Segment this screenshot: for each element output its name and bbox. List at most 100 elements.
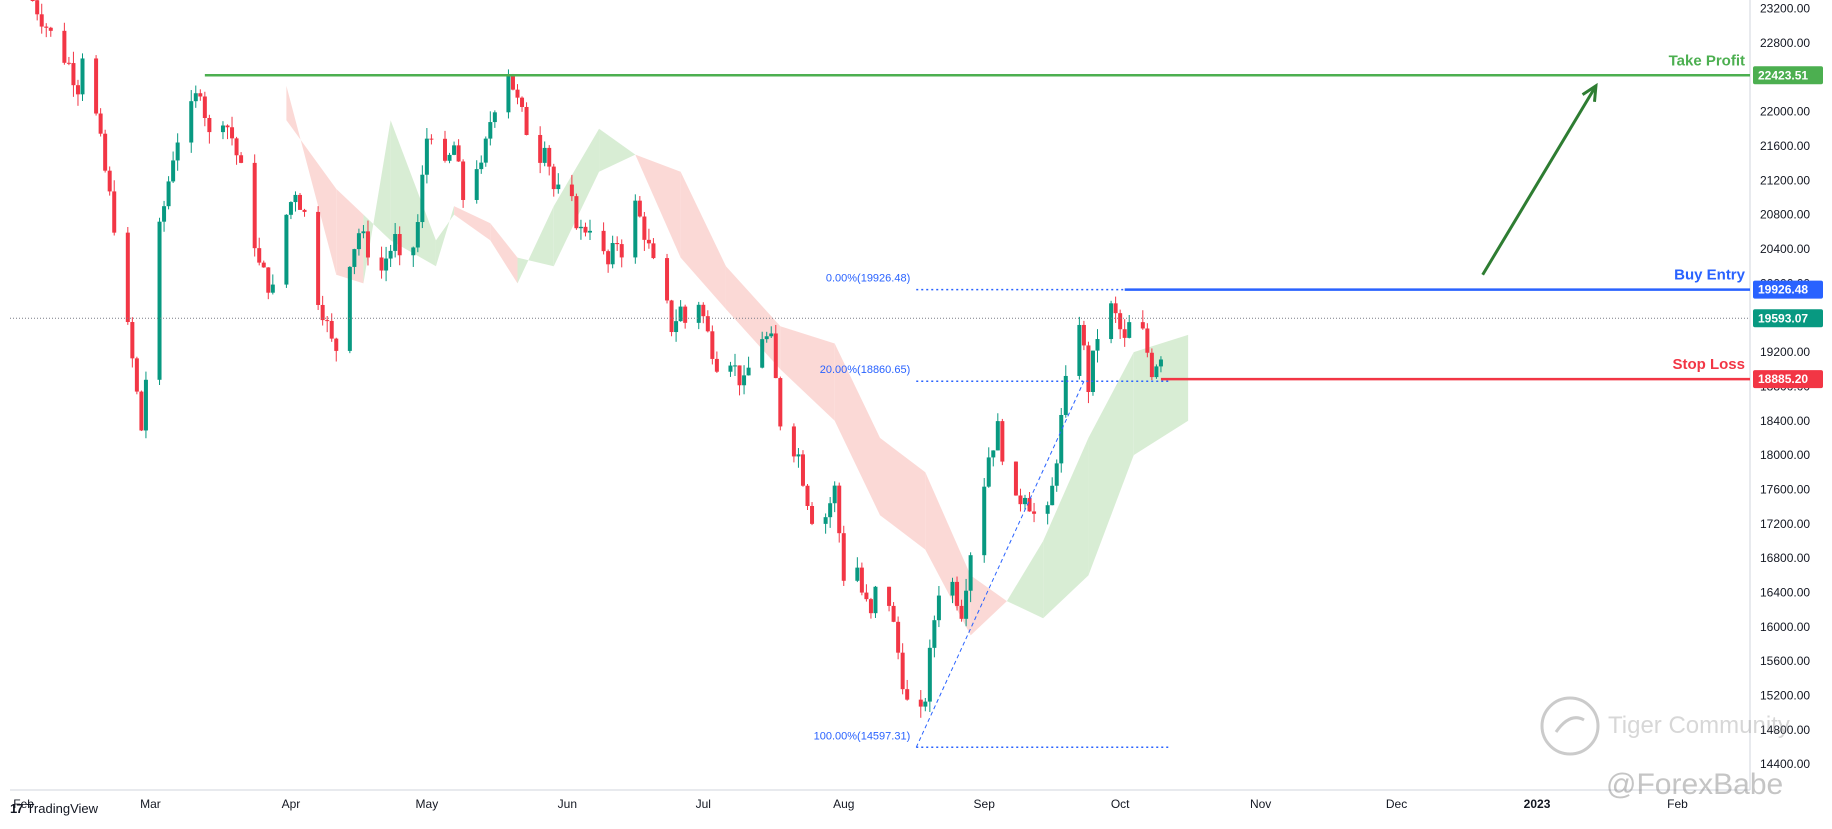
candle-body — [48, 27, 53, 31]
candle-body — [379, 257, 384, 271]
candle-body — [995, 421, 1000, 451]
time-tick-label: Dec — [1386, 797, 1407, 811]
candle-body — [642, 216, 647, 240]
candle-body — [334, 338, 339, 351]
cloud-segment — [336, 188, 364, 284]
candle-body — [896, 621, 901, 653]
candle-body — [705, 316, 710, 332]
price-tick-label: 17600.00 — [1760, 482, 1810, 496]
fib-level-label: 100.00%(14597.31) — [814, 730, 911, 742]
candle-body — [551, 166, 556, 190]
time-tick-label: Jun — [558, 797, 577, 811]
candle-body — [384, 258, 389, 271]
candle-body — [257, 248, 262, 263]
price-tick-label: 21600.00 — [1760, 139, 1810, 153]
candle-body — [696, 304, 701, 323]
time-tick-label: Oct — [1111, 797, 1130, 811]
candle-body — [456, 145, 461, 162]
candle-body — [606, 251, 611, 265]
tradingview-mark-icon: 17 — [10, 801, 24, 816]
candle-body — [429, 138, 434, 140]
price-tick-label: 17200.00 — [1760, 517, 1810, 531]
price-tag-text-buy-entry: 19926.48 — [1758, 283, 1808, 297]
cloud-segment — [635, 154, 681, 258]
candle-body — [325, 320, 330, 322]
take-profit-arrow-icon — [1481, 85, 1598, 276]
candle-body — [773, 333, 778, 379]
candle-body — [316, 211, 321, 305]
candle-body — [520, 97, 525, 107]
price-tag-current-price — [1753, 309, 1823, 328]
candle-body — [66, 62, 71, 64]
time-tick-label: Nov — [1250, 797, 1271, 811]
price-axis[interactable]: 14400.00 14800.00 15200.00 15600.00 16000.00… — [1753, 2, 1823, 772]
candle-body — [936, 595, 941, 621]
level-label-take-profit: Take Profit — [1669, 52, 1745, 69]
candle-body — [284, 214, 289, 285]
time-tick-label: 2023 — [1524, 797, 1551, 811]
candle-body — [1081, 324, 1086, 346]
candle-body — [225, 125, 230, 128]
candle-body — [1000, 421, 1005, 462]
price-tick-label: 20800.00 — [1760, 208, 1810, 222]
community-watermark-text: Tiger Community — [1608, 712, 1790, 739]
price-tick-label: 14400.00 — [1760, 757, 1810, 771]
candle-body — [162, 206, 167, 222]
price-tick-label: 16400.00 — [1760, 586, 1810, 600]
candle-body — [950, 581, 955, 596]
candle-body — [139, 391, 144, 431]
candle-body — [506, 74, 511, 113]
candle-body — [923, 701, 928, 707]
candle-body — [1023, 497, 1027, 505]
candle-body — [361, 231, 366, 234]
cloud-segment — [925, 472, 971, 636]
candle-body — [791, 426, 796, 457]
candle-body — [198, 93, 203, 97]
time-tick-label: Apr — [282, 797, 301, 811]
candle-body — [112, 191, 117, 233]
candle-body — [547, 147, 552, 167]
candle-body — [80, 58, 85, 95]
candle-body — [665, 258, 670, 301]
candle-body — [1145, 328, 1150, 353]
candle-body — [202, 96, 207, 118]
time-axis[interactable]: Feb Mar Apr May Jun Jul Aug Sep Oct Nov Dec 2023 Feb — [13, 797, 1688, 811]
candle-body — [637, 200, 642, 217]
candle-body — [261, 262, 266, 268]
candle-body — [823, 517, 828, 524]
candle-body — [1149, 352, 1154, 378]
candle-body — [288, 202, 293, 215]
candle-body — [1109, 303, 1114, 340]
candle-body — [841, 533, 846, 581]
candle-body — [991, 450, 996, 458]
candle-body — [483, 138, 488, 163]
price-tick-label: 16000.00 — [1760, 620, 1810, 634]
candle-body — [574, 196, 579, 229]
cloud-segment — [1006, 540, 1044, 619]
candle-body — [98, 113, 103, 134]
price-tick-label: 18400.00 — [1760, 414, 1810, 428]
candle-body — [1013, 461, 1018, 496]
candle-body — [837, 485, 842, 534]
candle-body — [397, 234, 402, 256]
price-tag-take-profit — [1753, 66, 1823, 85]
cloud-segment — [286, 85, 337, 275]
candle-body — [728, 365, 733, 372]
candle-body — [443, 138, 447, 161]
drawing-overlays: 0.00%(19926.48) 20.00%(18860.65) 100.00%(1… — [10, 52, 1750, 749]
candle-body — [193, 93, 198, 102]
candle-body — [347, 266, 352, 351]
candle-body — [479, 162, 484, 170]
candle-body — [733, 365, 737, 367]
candle-body — [94, 58, 99, 114]
candle-body — [1018, 495, 1023, 505]
cloud-segment — [970, 575, 1007, 636]
tradingview-logo[interactable]: 17 TradingView — [10, 801, 98, 816]
candle-body — [1032, 511, 1037, 514]
candle-body — [900, 652, 905, 690]
candle-body — [234, 138, 239, 156]
price-tick-label: 14800.00 — [1760, 723, 1810, 737]
candle-body — [320, 304, 325, 321]
price-tick-label: 19200.00 — [1760, 345, 1810, 359]
